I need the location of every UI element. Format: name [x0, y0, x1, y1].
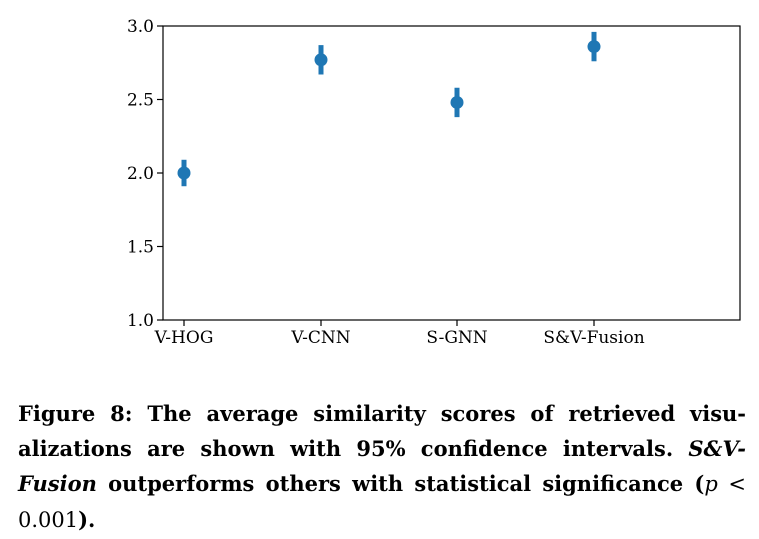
caption-suffix: ). — [78, 507, 96, 532]
caption-less-than: < — [717, 472, 746, 496]
x-tick-label: S-GNN — [426, 328, 487, 348]
x-axis: V-HOG V-CNN S-GNN S&V-Fusion — [154, 320, 645, 348]
caption-prefix: Figure 8: The average similarity scores … — [18, 401, 746, 461]
chart: 1.0 1.5 2.0 2.5 3.0 V-HOG V-CNN S-GNN S&V-Fusio… — [127, 17, 741, 348]
y-tick-label: 2.5 — [127, 91, 154, 111]
data-point — [587, 40, 601, 54]
y-tick-label: 3.0 — [127, 17, 154, 37]
plot-frame — [162, 25, 741, 321]
data-point — [314, 53, 328, 67]
y-tick-label: 1.5 — [127, 238, 154, 258]
axes: 1.0 1.5 2.0 2.5 3.0 V-HOG V-CNN S-GNN S&V-Fusio… — [127, 17, 741, 348]
caption-p-value: 0.001 — [18, 508, 79, 532]
y-tick-label: 1.0 — [127, 311, 154, 331]
data-point — [450, 95, 464, 109]
caption-method: S&V-Fusion — [18, 436, 746, 496]
caption-middle: outperforms others with statistical sign… — [96, 471, 705, 496]
figure-caption: Figure 8: The average similarity scores … — [18, 396, 746, 538]
data-points — [177, 31, 601, 187]
x-tick-label: V-HOG — [154, 328, 214, 348]
x-tick-label: V-CNN — [290, 328, 350, 348]
y-axis: 1.0 1.5 2.0 2.5 3.0 — [127, 17, 163, 331]
caption-p-variable: p — [704, 472, 718, 496]
x-tick-label: S&V-Fusion — [543, 328, 644, 348]
y-tick-label: 2.0 — [127, 164, 154, 184]
data-point — [177, 166, 191, 180]
